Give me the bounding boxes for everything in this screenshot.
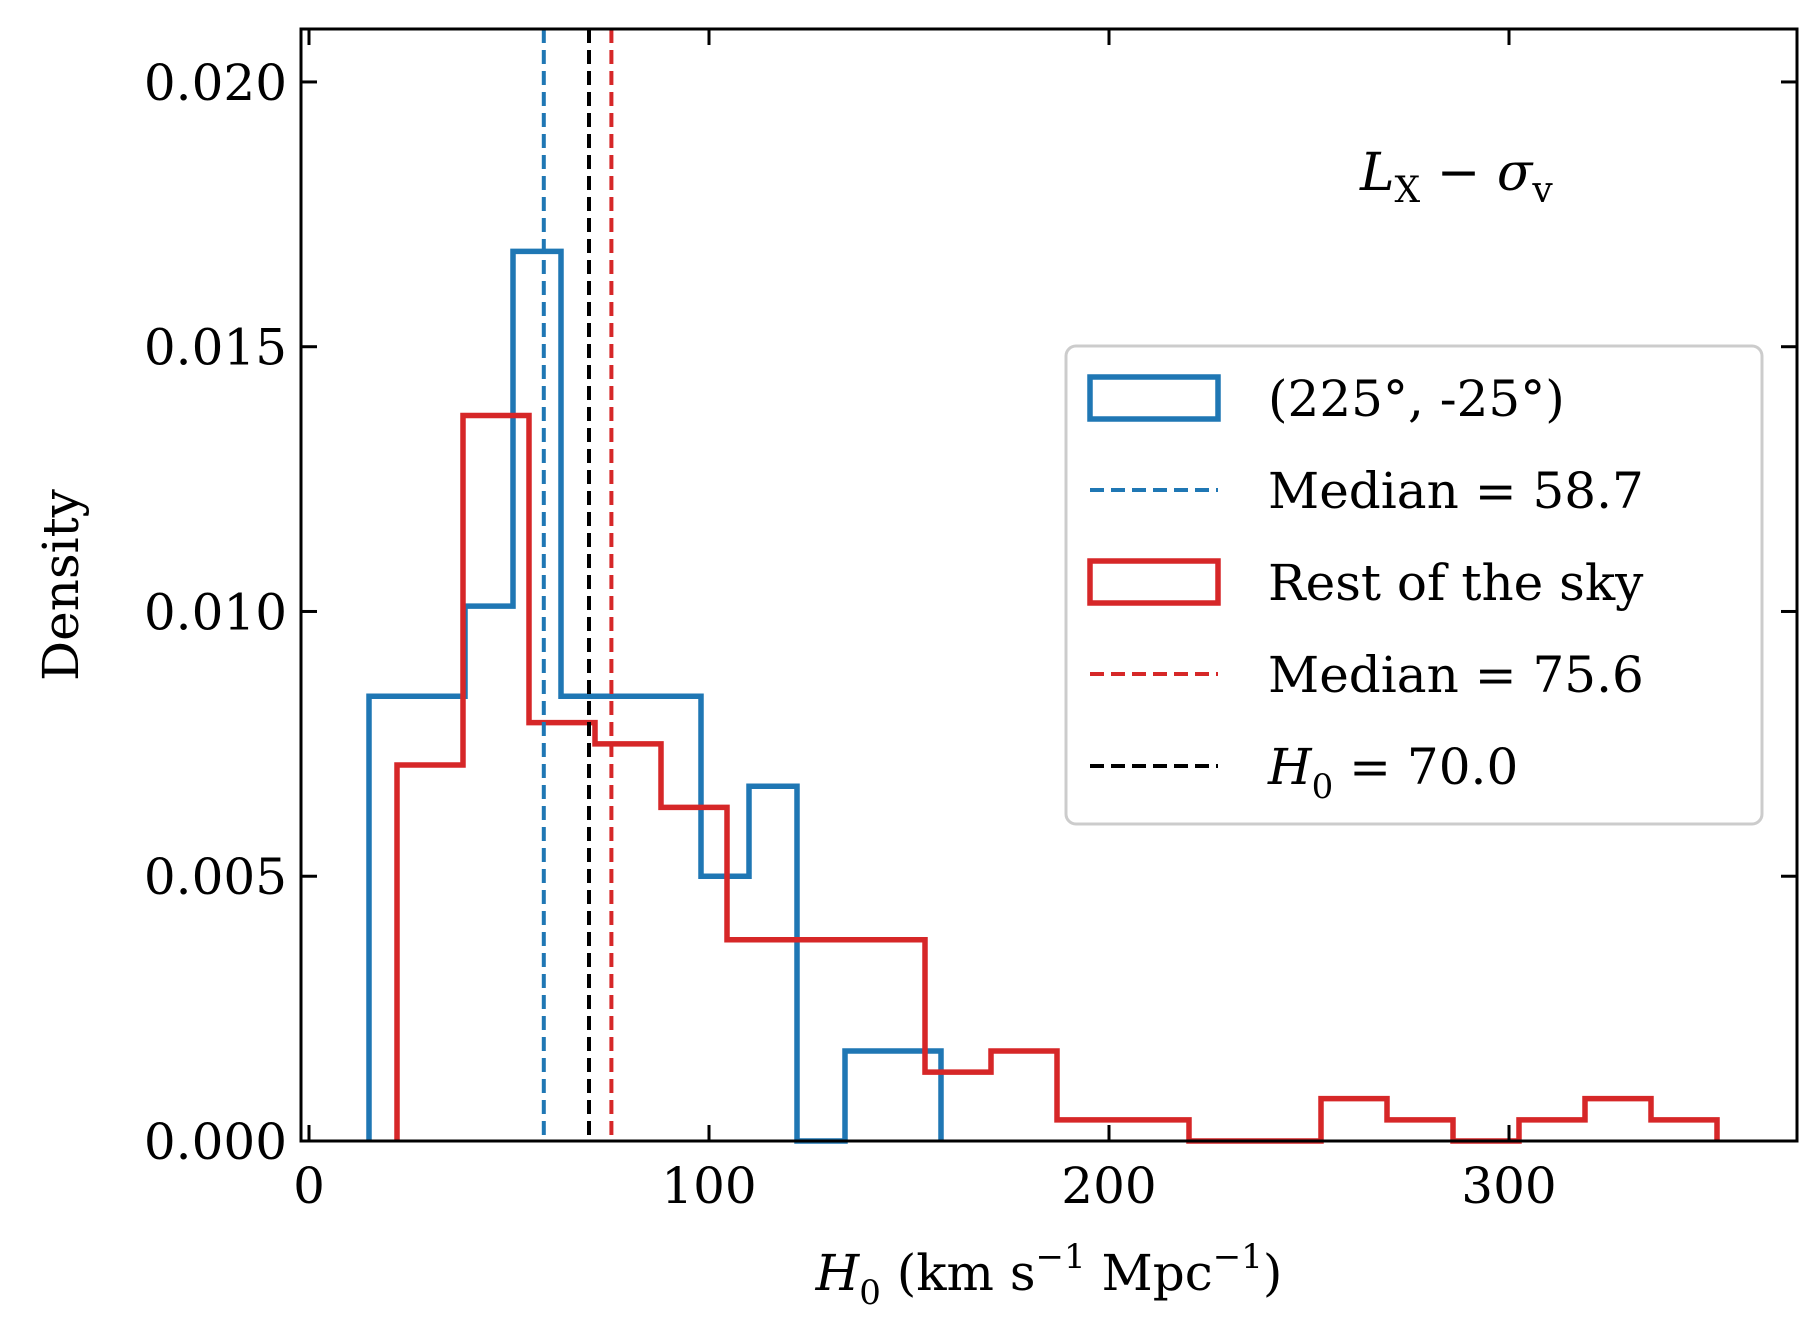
histogram-outline-2 — [394, 412, 1720, 1144]
legend-label: H0 = 70.0 — [1267, 738, 1518, 807]
y-tick-label: 0.015 — [144, 319, 287, 377]
plot-frame — [299, 27, 1799, 1143]
legend-swatch — [1087, 374, 1221, 422]
legend-label: Rest of the sky — [1268, 554, 1644, 612]
legend-swatch — [1087, 558, 1221, 606]
legend-item: Median = 75.6 — [1090, 646, 1644, 704]
y-axis-label: Density — [32, 488, 90, 681]
x-axis-label: H0 (km s−1 Mpc−1) — [815, 1237, 1283, 1313]
plot-area — [366, 248, 1720, 1144]
legend-label: (225°, -25°) — [1268, 370, 1565, 428]
legend-item: Median = 58.7 — [1090, 462, 1644, 520]
x-tick-label: 0 — [293, 1157, 325, 1215]
legend: (225°, -25°) Median = 58.7 Rest of the sky… — [1064, 344, 1764, 826]
legend-item: (225°, -25°) — [1087, 370, 1565, 428]
y-tick-label: 0.010 — [144, 583, 287, 641]
y-tick-label: 0.020 — [144, 54, 287, 112]
legend-label: Median = 58.7 — [1268, 462, 1644, 520]
x-tick-label: 200 — [1061, 1157, 1156, 1215]
axis-ticks: 0 100 200 300 0.000 0.005 0.010 0.015 0.020 — [144, 29, 1797, 1215]
series-2 — [394, 412, 1720, 1144]
x-tick-label: 300 — [1461, 1157, 1556, 1215]
legend-item: Rest of the sky — [1087, 554, 1644, 612]
legend-label: Median = 75.6 — [1268, 646, 1644, 704]
vertical-lines — [541, 29, 614, 1141]
y-tick-label: 0.000 — [144, 1113, 287, 1171]
relation-annotation: LX − σv — [1359, 143, 1553, 211]
legend-item: H0 = 70.0 — [1090, 738, 1518, 807]
y-tick-label: 0.005 — [144, 848, 287, 906]
x-tick-label: 100 — [661, 1157, 756, 1215]
legend-box — [1064, 344, 1764, 826]
